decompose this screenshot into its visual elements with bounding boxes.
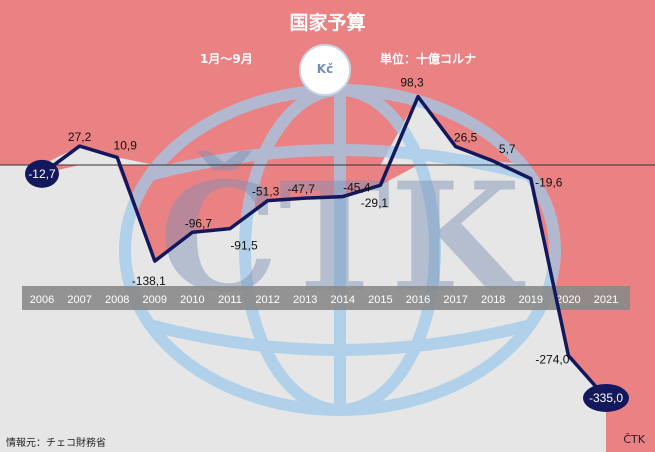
data-label: 27,2 [68, 130, 92, 144]
credit-label: ČTK [623, 433, 645, 446]
x-tick-label: 2020 [556, 294, 580, 306]
data-label: -29,1 [361, 196, 389, 210]
x-tick-label: 2012 [255, 294, 279, 306]
x-axis-band [22, 286, 630, 310]
x-tick-label: 2018 [481, 294, 505, 306]
data-label: -51,3 [252, 185, 280, 199]
data-label: -47,7 [288, 182, 316, 196]
data-label: 10,9 [114, 138, 138, 152]
positive-fill [42, 96, 606, 165]
x-tick-label: 2009 [143, 294, 167, 306]
x-tick-label: 2021 [594, 294, 618, 306]
data-label: -19,6 [535, 176, 563, 190]
data-label: -45,4 [343, 181, 371, 195]
x-tick-label: 2014 [331, 294, 355, 306]
chart-title: 国家予算 [289, 12, 366, 34]
x-tick-label: 2019 [519, 294, 543, 306]
period-label: 1月～9月 [200, 52, 253, 66]
data-label: -274,0 [535, 353, 569, 367]
data-label: -96,7 [185, 216, 213, 230]
x-tick-label: 2013 [293, 294, 317, 306]
data-label: -12,7 [28, 167, 56, 181]
data-label: 98,3 [400, 76, 424, 90]
coin-symbol: Kč [316, 62, 334, 76]
data-label: -138,1 [132, 274, 166, 288]
data-point-marker [583, 383, 629, 412]
coin-icon: Kč [299, 44, 351, 96]
unit-label: 単位：十億コルナ [380, 52, 477, 66]
x-tick-label: 2007 [67, 294, 91, 306]
x-tick-label: 2017 [443, 294, 467, 306]
x-tick-label: 2010 [180, 294, 204, 306]
x-tick-label: 2015 [368, 294, 392, 306]
data-point-marker [25, 159, 59, 188]
source-note: 情報元：チェコ財務省 [6, 438, 106, 449]
data-label: 26,5 [454, 131, 478, 145]
data-label: 5,7 [499, 142, 516, 156]
x-tick-label: 2011 [218, 294, 242, 306]
data-label: -335,0 [589, 391, 623, 405]
series-line [40, 94, 608, 400]
x-tick-label: 2016 [406, 294, 430, 306]
x-tick-label: 2006 [30, 294, 54, 306]
x-tick-label: 2008 [105, 294, 129, 306]
data-label: -91,5 [230, 239, 258, 253]
